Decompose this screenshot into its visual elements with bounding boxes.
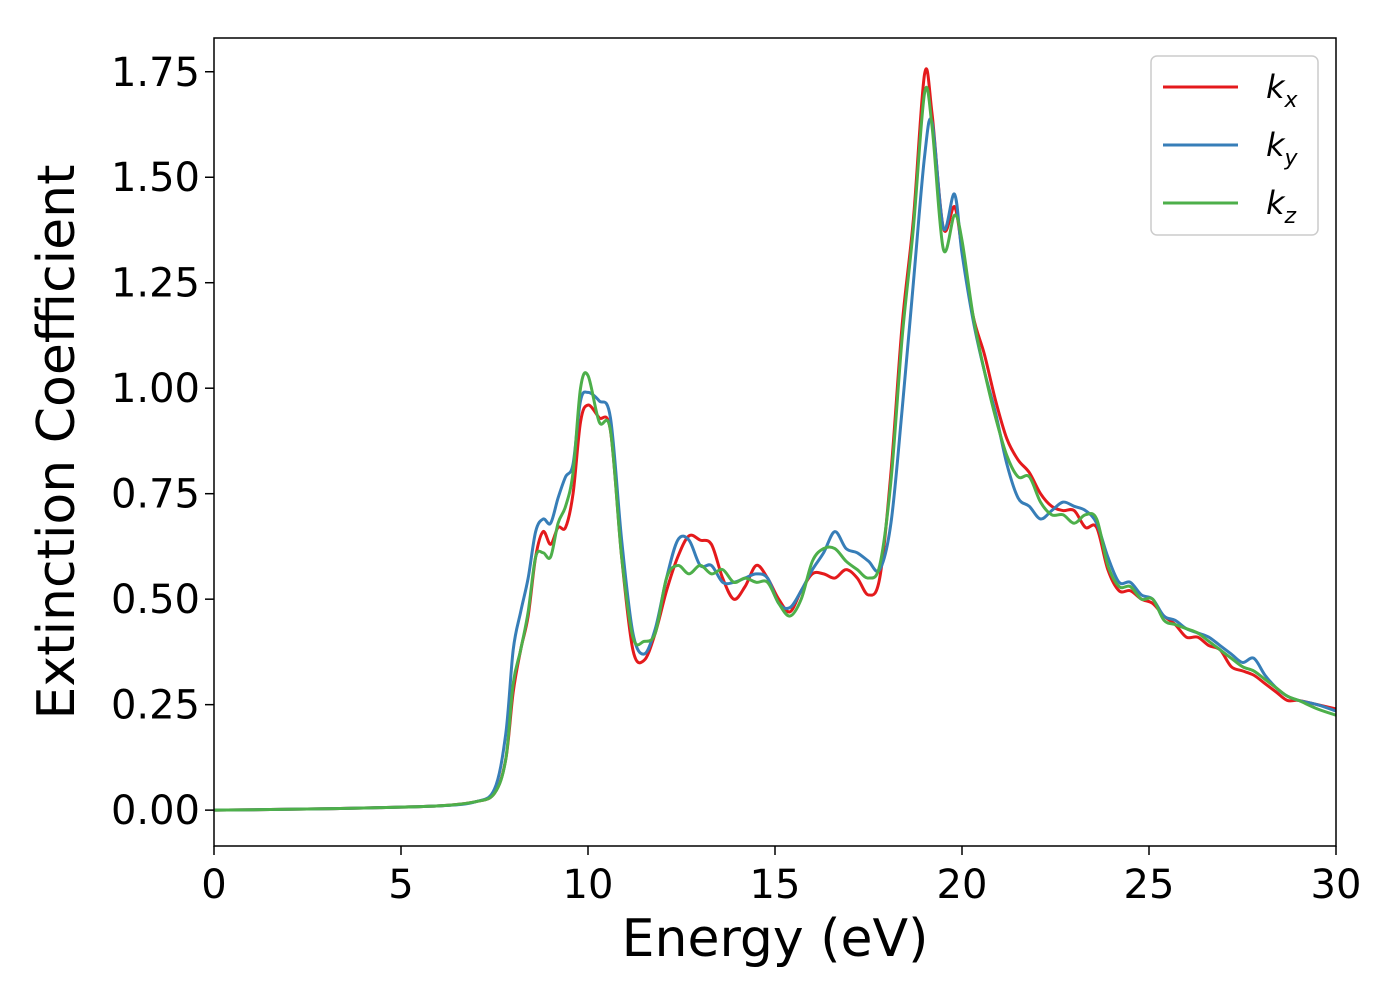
y-tick-label: 1.50: [111, 155, 200, 201]
y-tick-label: 0.25: [111, 683, 200, 729]
legend-label-x: kx: [1266, 68, 1299, 113]
series-layer: [214, 67, 1336, 812]
y-axis: 0.00 0.25 0.50 0.75 1.00 1.25 1.50 1.75: [111, 50, 214, 834]
legend-label-y: ky: [1266, 126, 1299, 171]
y-tick-label: 0.75: [111, 472, 200, 518]
legend-label-subscript: x: [1284, 88, 1299, 113]
x-axis-label: Energy (eV): [622, 909, 929, 969]
x-tick-label: 10: [563, 862, 614, 908]
x-tick-label: 15: [750, 862, 801, 908]
y-tick-label: 1.00: [111, 366, 200, 412]
legend-label-z: kz: [1266, 184, 1297, 229]
legend-label-subscript: y: [1284, 146, 1299, 171]
y-tick-label: 1.25: [111, 261, 200, 307]
legend-label-main: k: [1266, 68, 1286, 106]
legend-label-subscript: z: [1284, 204, 1297, 229]
x-tick-label: 25: [1124, 862, 1175, 908]
y-tick-label: 0.50: [111, 577, 200, 623]
y-tick-label: 1.75: [111, 50, 200, 96]
x-tick-label: 20: [937, 862, 988, 908]
x-tick-label: 5: [388, 862, 413, 908]
x-axis: 0 5 10 15 20 25 30: [201, 846, 1361, 908]
x-tick-label: 30: [1311, 862, 1362, 908]
series-line-z: [214, 85, 1336, 812]
y-axis-label: Extinction Coefficient: [27, 165, 87, 720]
y-tick-label: 0.00: [111, 788, 200, 834]
legend-label-main: k: [1266, 184, 1286, 222]
legend-label-main: k: [1266, 126, 1286, 164]
x-tick-label: 0: [201, 862, 226, 908]
